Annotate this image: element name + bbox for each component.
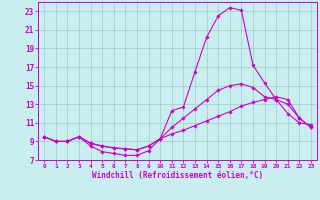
X-axis label: Windchill (Refroidissement éolien,°C): Windchill (Refroidissement éolien,°C) (92, 171, 263, 180)
